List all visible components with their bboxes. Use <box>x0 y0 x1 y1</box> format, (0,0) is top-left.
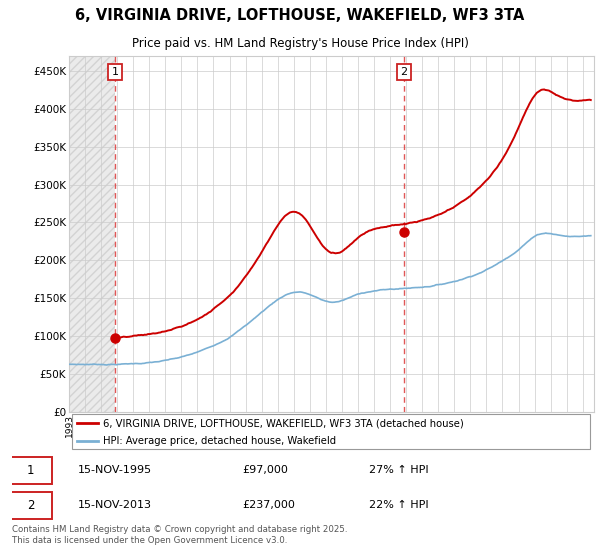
Text: 15-NOV-1995: 15-NOV-1995 <box>78 465 152 475</box>
Text: 15-NOV-2013: 15-NOV-2013 <box>78 501 152 510</box>
Text: 2: 2 <box>26 499 34 512</box>
Text: 1: 1 <box>112 67 119 77</box>
Text: 6, VIRGINIA DRIVE, LOFTHOUSE, WAKEFIELD, WF3 3TA: 6, VIRGINIA DRIVE, LOFTHOUSE, WAKEFIELD,… <box>76 8 524 23</box>
Text: 27% ↑ HPI: 27% ↑ HPI <box>369 465 429 475</box>
Text: £97,000: £97,000 <box>242 465 288 475</box>
Text: HPI: Average price, detached house, Wakefield: HPI: Average price, detached house, Wake… <box>103 436 336 446</box>
Bar <box>69 56 115 412</box>
FancyBboxPatch shape <box>9 492 52 519</box>
Text: Contains HM Land Registry data © Crown copyright and database right 2025.
This d: Contains HM Land Registry data © Crown c… <box>12 525 347 545</box>
Text: Price paid vs. HM Land Registry's House Price Index (HPI): Price paid vs. HM Land Registry's House … <box>131 37 469 50</box>
Text: 2: 2 <box>401 67 407 77</box>
Text: 22% ↑ HPI: 22% ↑ HPI <box>369 501 429 510</box>
Text: 1: 1 <box>26 464 34 477</box>
FancyBboxPatch shape <box>71 414 590 449</box>
Text: 6, VIRGINIA DRIVE, LOFTHOUSE, WAKEFIELD, WF3 3TA (detached house): 6, VIRGINIA DRIVE, LOFTHOUSE, WAKEFIELD,… <box>103 418 464 428</box>
Text: £237,000: £237,000 <box>242 501 295 510</box>
FancyBboxPatch shape <box>9 457 52 484</box>
